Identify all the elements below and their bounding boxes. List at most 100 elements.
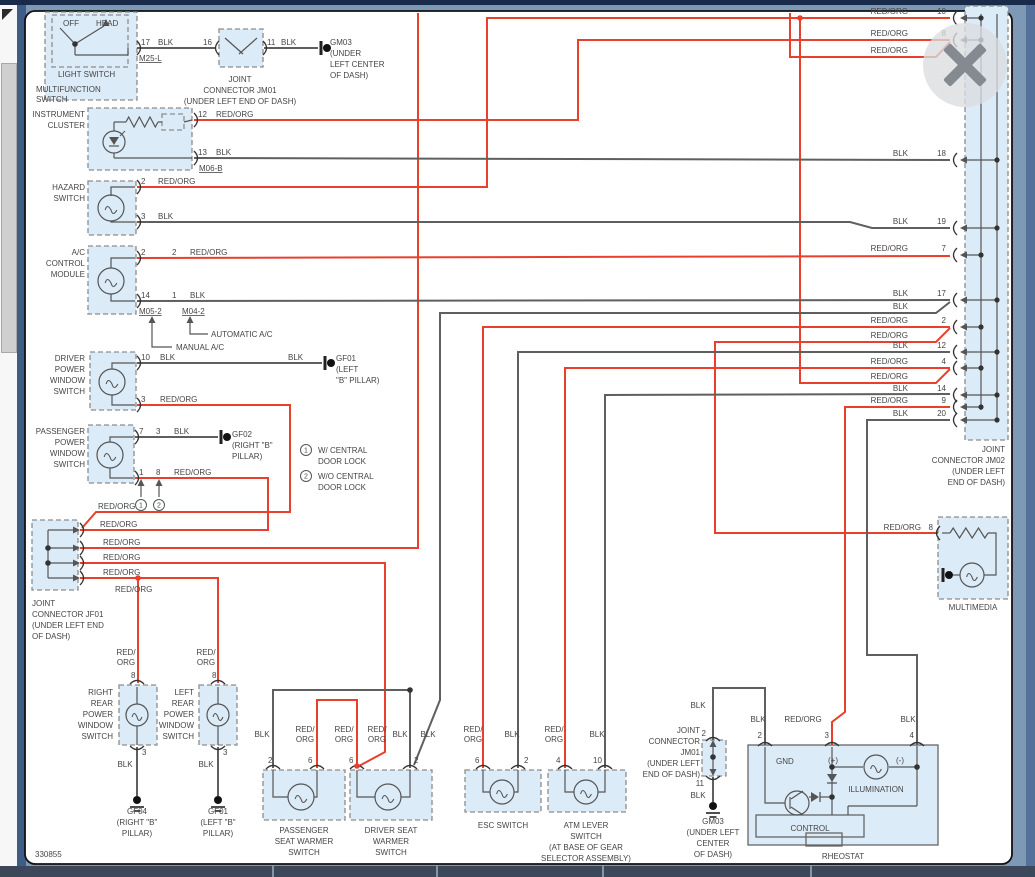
scrollbar-thumb[interactable] [1, 63, 17, 353]
lamp-icon [863, 754, 889, 780]
esc-switch-box [464, 769, 542, 813]
jm02-pin-number: 2 [942, 316, 947, 325]
junction-dot [994, 417, 1000, 423]
driver-power-window-switch-box [89, 351, 137, 411]
diagram-label: 2 [141, 177, 146, 186]
diagram-label: RED/ORG [190, 248, 227, 257]
wire-blk [137, 221, 950, 229]
diagram-label: OF DASH) [32, 632, 71, 641]
wire-blk [136, 299, 951, 302]
pin-connector [952, 292, 958, 308]
pin-connector [705, 775, 721, 781]
diagram-label: CONNECTOR [649, 737, 701, 746]
atm-lever-switch-box [547, 769, 627, 813]
arrowhead-icon [137, 479, 145, 486]
diagram-label: ORG [368, 735, 386, 744]
internal-wire [238, 37, 258, 55]
bottom-frame-bar [0, 866, 1035, 877]
pin-connector [909, 741, 925, 747]
lamp-icon [96, 441, 124, 469]
pin-connector [214, 40, 220, 56]
junction-dot [994, 225, 1000, 231]
diagram-label: 330855 [35, 850, 62, 859]
internal-wire [59, 27, 76, 45]
diagram-label: (-) [896, 756, 904, 765]
driver-seat-warmer-switch-box [349, 769, 433, 821]
diagram-label: BLK [117, 760, 133, 769]
diagram-label: 2 [524, 756, 529, 765]
diagram-label: ILLUMINATION [848, 785, 904, 794]
internal-wire [272, 770, 288, 798]
diagram-label: SWITCH [53, 194, 85, 203]
diagram-label: (UNDER LEFT END [32, 621, 104, 630]
junction-dot [829, 794, 835, 800]
left-scrollbar[interactable] [0, 5, 17, 866]
gf01b-ground [214, 796, 222, 804]
internal-wire [110, 257, 135, 268]
diagram-label: JOINT [982, 445, 1005, 454]
diagram-label: ORG [197, 658, 215, 667]
diagram-label: ORG [296, 735, 314, 744]
pin-connector [402, 764, 418, 770]
junction-dot [978, 15, 984, 21]
internal-wire [183, 119, 193, 123]
diagram-label: 14 [141, 291, 150, 300]
diagram-label: HAZARD [52, 183, 85, 192]
lamp-icon [97, 194, 125, 222]
wire-color-label: BLK [893, 341, 909, 350]
diagram-label: BLK [420, 730, 436, 739]
diagram-label: W/ CENTRAL [318, 446, 368, 455]
scroll-arrow-icon[interactable] [2, 9, 13, 20]
diagram-label: PILLAR) [232, 452, 263, 461]
diode-icon [827, 774, 837, 782]
diagram-label: RED/ORG [103, 568, 140, 577]
instrument-cluster-box [87, 107, 193, 171]
jm02-pin-number: 12 [937, 341, 946, 350]
pin-connector [262, 40, 268, 56]
diagram-label: M04-2 [182, 307, 205, 316]
lamp-filament-icon [105, 379, 119, 389]
close-button[interactable] [923, 23, 1007, 107]
jm02-pin-number: 18 [937, 149, 946, 158]
diagram-label: RED/ORG [103, 553, 140, 562]
pin-connector [136, 179, 142, 195]
circled-number-text: 2 [304, 474, 308, 481]
pin-connector [935, 525, 941, 541]
diagram-label: LEFT CENTER [330, 60, 385, 69]
diagram-label: BLK [750, 715, 766, 724]
wire-red-org [194, 39, 950, 121]
pin-connector [510, 764, 526, 770]
diagram-label: SWITCH [570, 832, 602, 841]
diagram-label: SWITCH [53, 460, 85, 469]
lamp-icon [489, 779, 515, 805]
pin-connector [952, 360, 958, 376]
multimedia-ground [945, 571, 953, 579]
diagram-label: (AT BASE OF GEAR [549, 843, 623, 852]
internal-wire [111, 395, 135, 406]
diagram-label: RIGHT [88, 688, 113, 697]
internal-wire [790, 790, 804, 800]
footer-divider [436, 866, 438, 877]
wire-red-org [80, 577, 219, 683]
diagram-label: POWER [55, 365, 85, 374]
diagram-label: (UNDER LEFT [687, 828, 740, 837]
pin-connector [557, 764, 573, 770]
lamp-icon [374, 783, 402, 811]
lamp-icon [125, 703, 149, 727]
pin-connector [134, 470, 140, 486]
arrowhead-icon [960, 323, 967, 331]
diagram-label: AUTOMATIC A/C [211, 330, 273, 339]
diagram-label: 16 [203, 38, 212, 47]
diagram-label: 2 [141, 248, 146, 257]
internal-wire [110, 186, 135, 196]
internal-wire [514, 770, 519, 793]
junction-dot [797, 15, 803, 21]
diagram-label: M06-B [199, 164, 223, 173]
diagram-label: OFF [63, 19, 79, 28]
pin-connector [265, 764, 281, 770]
diagram-label: WARMER [373, 837, 409, 846]
diagram-label: 8 [131, 671, 136, 680]
pin-connector [824, 741, 840, 747]
arrowhead-icon [709, 769, 717, 776]
diagram-label: SEAT WARMER [275, 837, 334, 846]
